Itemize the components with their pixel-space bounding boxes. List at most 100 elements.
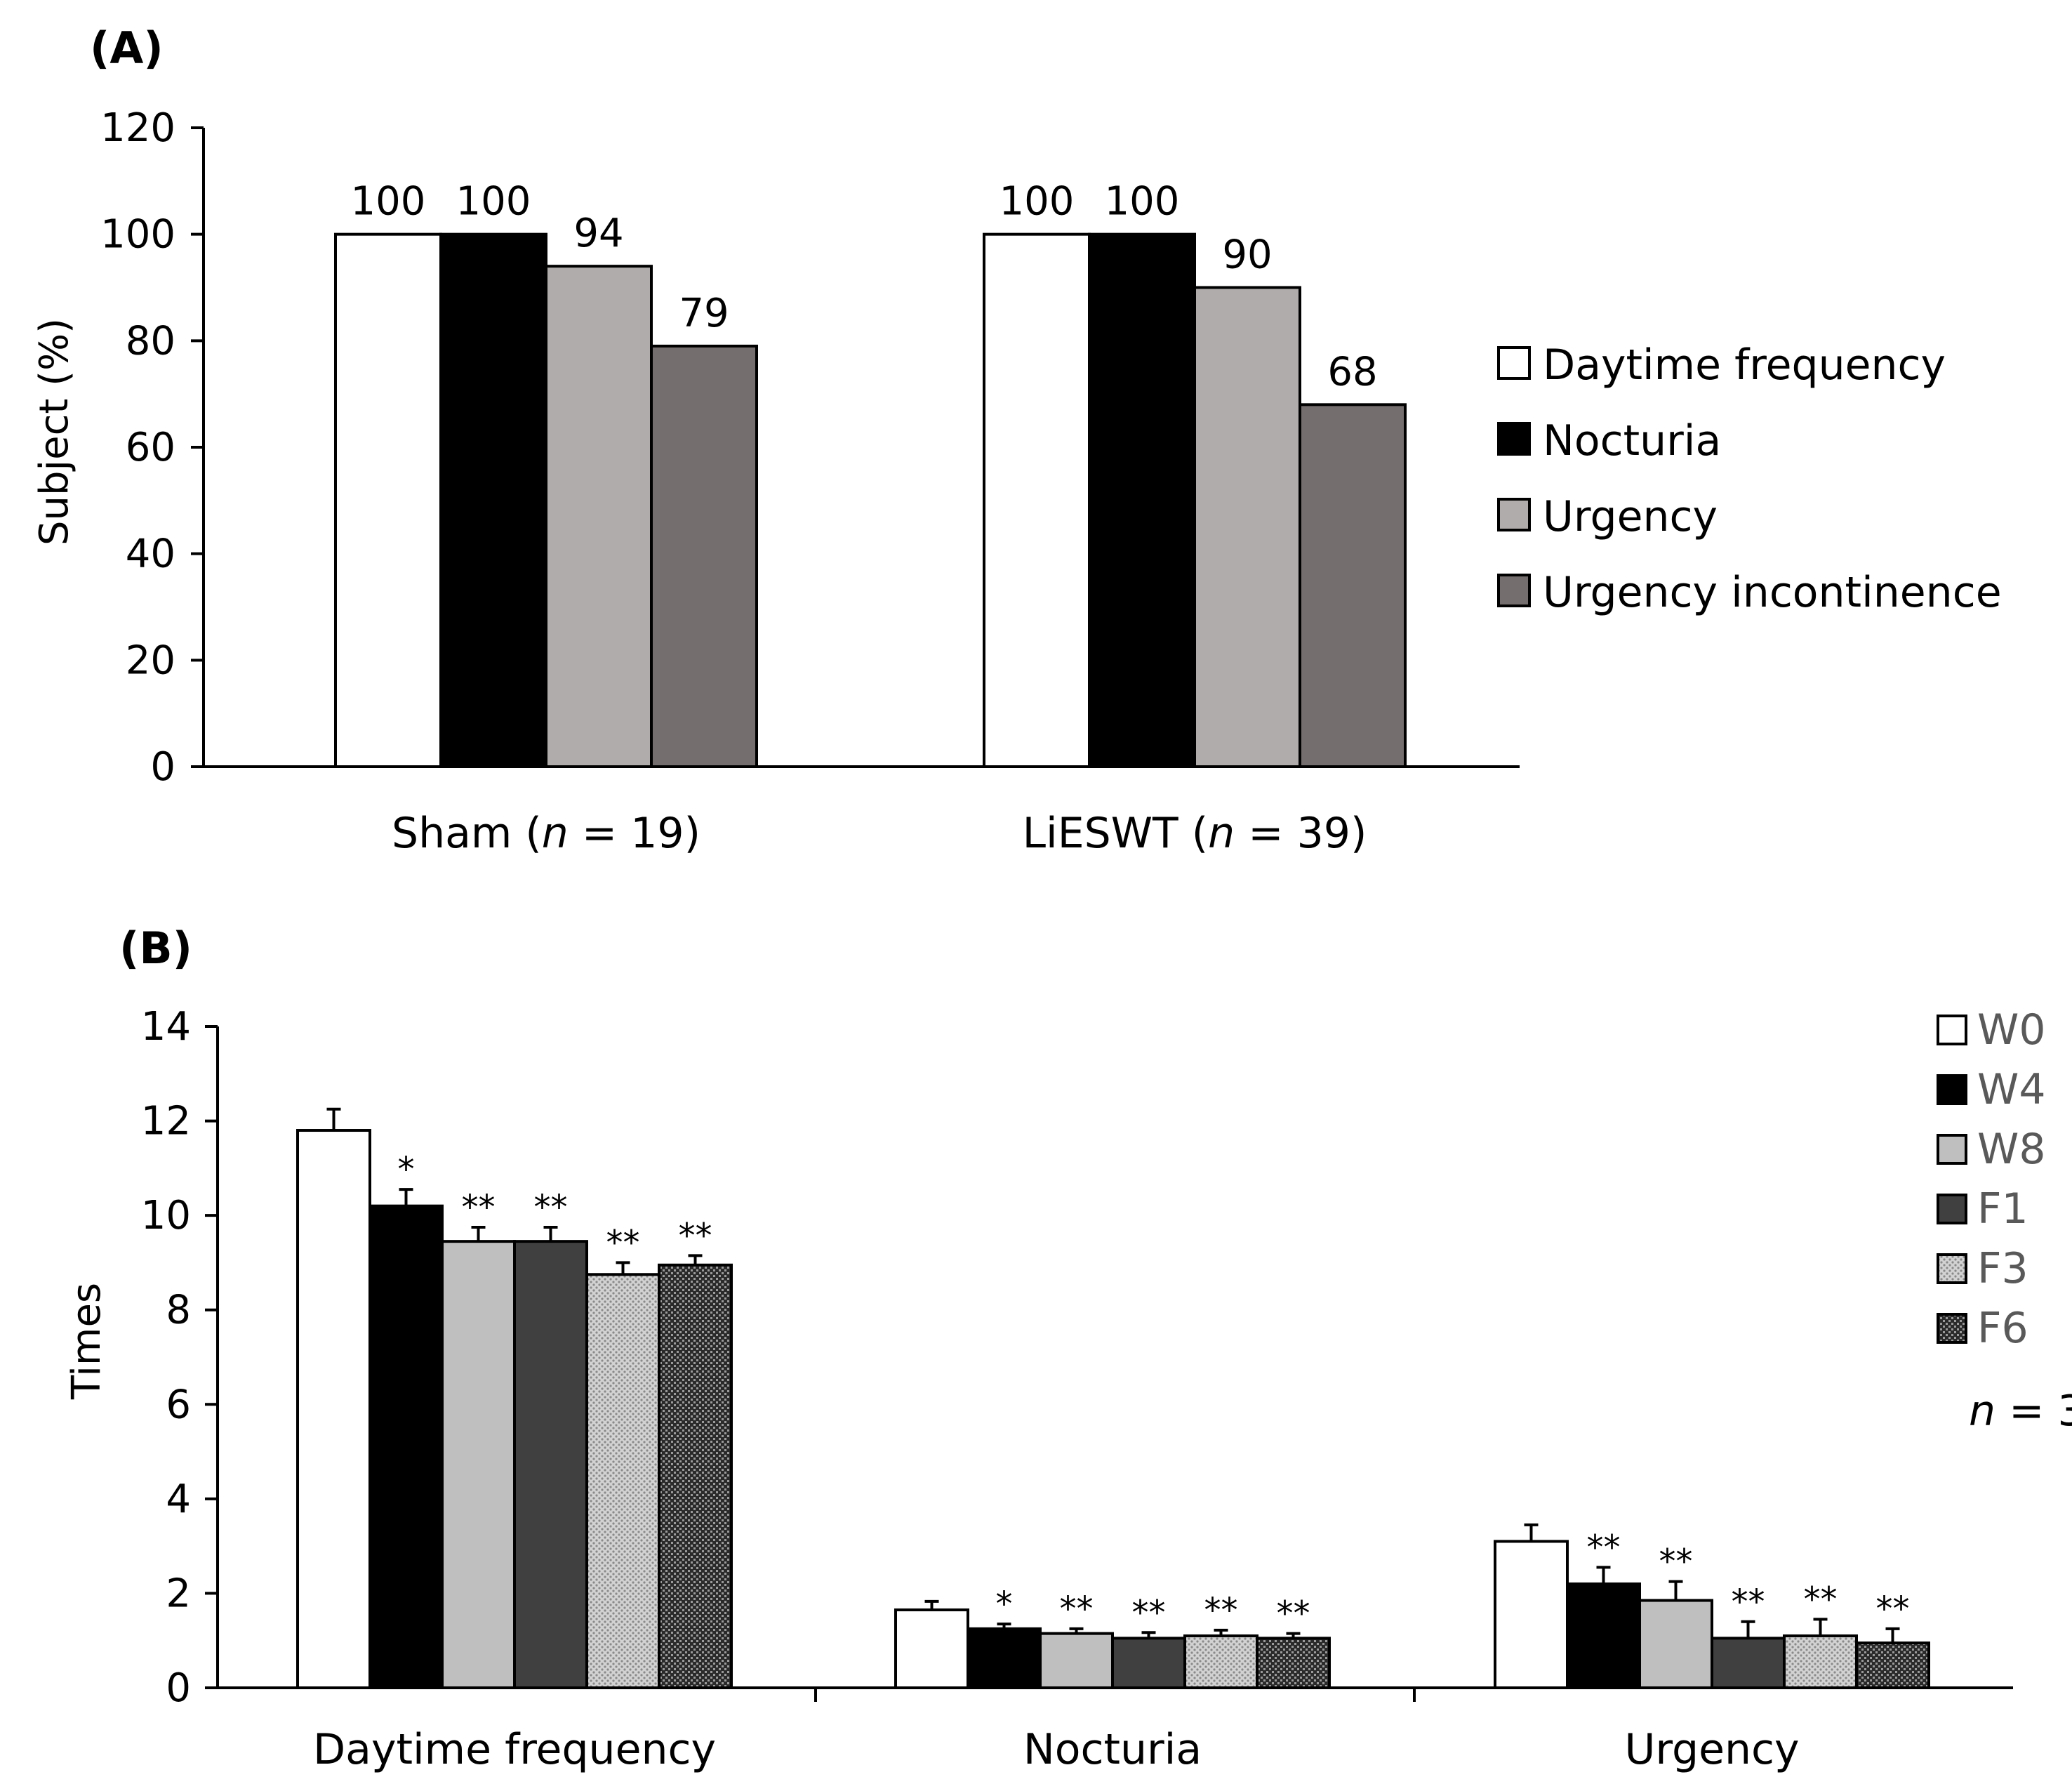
panel-a-bar-lieswt-nocturia [1088,232,1196,768]
panel-b-significance-marker: ** [679,1216,712,1255]
panel-b-category-nocturia: Nocturia [1023,1725,1202,1774]
panel-b-bar-urgency-w8 [1638,1599,1713,1690]
panel-b-y-axis-ticks: 0 2 4 6 8 10 12 14 [141,1004,218,1711]
panel-a-legend-label: Urgency incontinence [1543,568,2002,617]
panel-b-significance-marker: ** [606,1223,640,1262]
panel-b-significance-markers: *** **** *** ** ** ** **** **** ** ** [398,1150,1910,1633]
panel-b-y-tick-label: 14 [141,1004,191,1050]
panel-b-x-axis-group-ticks [814,1688,1416,1702]
panel-a-category-n-value: = 19) [569,809,700,858]
panel-a-data-labels: 100 100 94 79 100 100 90 68 [351,179,1378,395]
panel-b-significance-marker: ** [1876,1590,1910,1629]
panel-b-y-tick-label: 8 [166,1288,191,1333]
panel-b-legend-swatch-w4 [1937,1074,1967,1105]
panel-b-bar-daytime-frequency-f6 [658,1263,733,1689]
panel-a-bar-sham-daytime-frequency [334,232,442,768]
panel-b-legend: W0 W4 W8 F1 F3 F6 [1937,1005,2046,1353]
panel-b-y-tick-label: 0 [166,1665,191,1711]
panel-a-y-tick-label: 100 [100,212,175,258]
panel-b-legend-swatch-w0 [1937,1015,1967,1045]
panel-a-legend: Daytime frequency Nocturia Urgency Urgency … [1497,341,2002,617]
panel-b-legend-swatch-w8 [1937,1134,1967,1165]
panel-a-category-n-symbol: n [1208,809,1235,858]
panel-a-data-label: 100 [456,179,531,225]
panel-b-category-urgency: Urgency [1624,1725,1799,1774]
panel-a-y-tick-label: 60 [126,425,175,470]
panel-b-y-tick-label: 6 [166,1382,191,1427]
panel-b-y-tick-label: 10 [141,1193,191,1238]
panel-b-error-bars [326,1107,1900,1644]
panel-b-bar-urgency-f3 [1783,1634,1858,1689]
panel-a-bar-lieswt-urgency-incontinence [1299,403,1407,768]
panel-b-n-note-text: = 39 [1995,1387,2072,1436]
panel-b-bar-daytime-frequency-w8 [441,1240,516,1689]
panel-a-bar-sham-nocturia [439,232,547,768]
panel-b-y-axis-title: Times [64,1283,109,1400]
panel-a-bar-sham-urgency-incontinence [650,344,758,768]
panel-b-significance-marker: ** [1804,1580,1838,1619]
panel-b-legend-label: W8 [1977,1125,2046,1174]
panel-b-bar-urgency-f6 [1855,1641,1930,1690]
panel-b-bar-nocturia-w4 [967,1627,1042,1689]
panel-b-y-tick-label: 4 [166,1476,191,1522]
panel-b-n-note: n = 39 [1969,1387,2072,1436]
panel-b-legend-label: F3 [1977,1244,2028,1293]
panel-a-legend-swatch [1497,422,1531,456]
panel-b-x-axis-categories: Daytime frequency Nocturia Urgency [313,1725,1800,1774]
panel-a-y-axis-title: Subject (%) [32,318,77,546]
panel-b-significance-marker: ** [1732,1583,1765,1622]
panel-a-legend-label: Daytime frequency [1543,341,1946,390]
panel-b-legend-swatch-f3 [1937,1253,1967,1284]
panel-a-data-label: 94 [573,211,623,256]
panel-b-bar-urgency-w4 [1566,1582,1641,1689]
panel-a-category-sham: Sham (n = 19) [392,809,700,858]
panel-b-legend-swatch-f6 [1937,1313,1967,1344]
panel-a-category-lieswt: LiESWT (n = 39) [1023,809,1367,858]
panel-a-bars [334,232,1407,768]
panel-a-bar-lieswt-urgency [1193,286,1301,768]
panel-a-data-label: 100 [351,179,426,225]
panel-a-category-n-symbol: n [542,809,569,858]
panel-a-y-tick-label: 40 [126,531,175,577]
panel-b-significance-marker: ** [1587,1528,1621,1567]
panel-b-bar-nocturia-w0 [894,1608,969,1689]
panel-a-bar-lieswt-daytime-frequency [983,232,1091,768]
panel-b-legend-swatch-f1 [1937,1194,1967,1224]
panel-b-significance-marker: ** [1060,1590,1094,1629]
panel-b-significance-marker: ** [1659,1542,1693,1582]
panel-b-bar-nocturia-f3 [1183,1634,1259,1689]
panel-a-label: (A) [90,22,164,74]
panel-a-y-tick-label: 0 [150,744,175,790]
panel-a-data-label: 100 [1000,179,1075,225]
panel-a-category-n-value: = 39) [1235,809,1367,858]
panel-a-x-axis-categories: Sham (n = 19) LiESWT (n = 39) [392,809,1367,858]
panel-b-bar-nocturia-f6 [1256,1637,1331,1690]
panel-a-bar-sham-urgency [545,265,653,768]
panel-b-significance-marker: ** [1132,1593,1166,1632]
panel-a-data-label: 100 [1105,179,1180,225]
panel-b-legend-label: F1 [1977,1184,2028,1234]
panel-b-significance-marker: ** [534,1188,568,1227]
panel-a-data-label: 68 [1327,349,1377,395]
panel-b-bar-daytime-frequency-f1 [513,1240,588,1689]
panel-b-significance-marker: ** [462,1188,496,1227]
panel-a-legend-swatch [1497,498,1531,531]
panel-a-y-axis-ticks: 0 20 40 60 80 100 120 [100,105,204,790]
panel-b-significance-marker: ** [1204,1591,1238,1630]
panel-b-category-daytime-frequency: Daytime frequency [313,1725,716,1774]
panel-b-legend-label: W4 [1977,1065,2046,1114]
panel-b-significance-marker: ** [1277,1594,1310,1634]
panel-a: (A) 0 20 40 60 80 100 120 Subject (%) 100 100 94… [32,22,2002,858]
panel-b-bar-urgency-w0 [1494,1540,1569,1690]
panel-b-bar-daytime-frequency-f3 [585,1273,660,1689]
panel-b-bars [296,1129,1930,1690]
panel-b-n-note-italic: n [1969,1387,1995,1436]
panel-a-y-tick-label: 20 [126,637,175,683]
panel-a-y-tick-label: 120 [100,105,175,151]
panel-a-category-name: Sham ( [392,809,542,858]
panel-b-bar-urgency-f1 [1711,1637,1786,1690]
panel-a-category-name: LiESWT ( [1023,809,1209,858]
panel-b-bar-daytime-frequency-w0 [296,1129,371,1689]
